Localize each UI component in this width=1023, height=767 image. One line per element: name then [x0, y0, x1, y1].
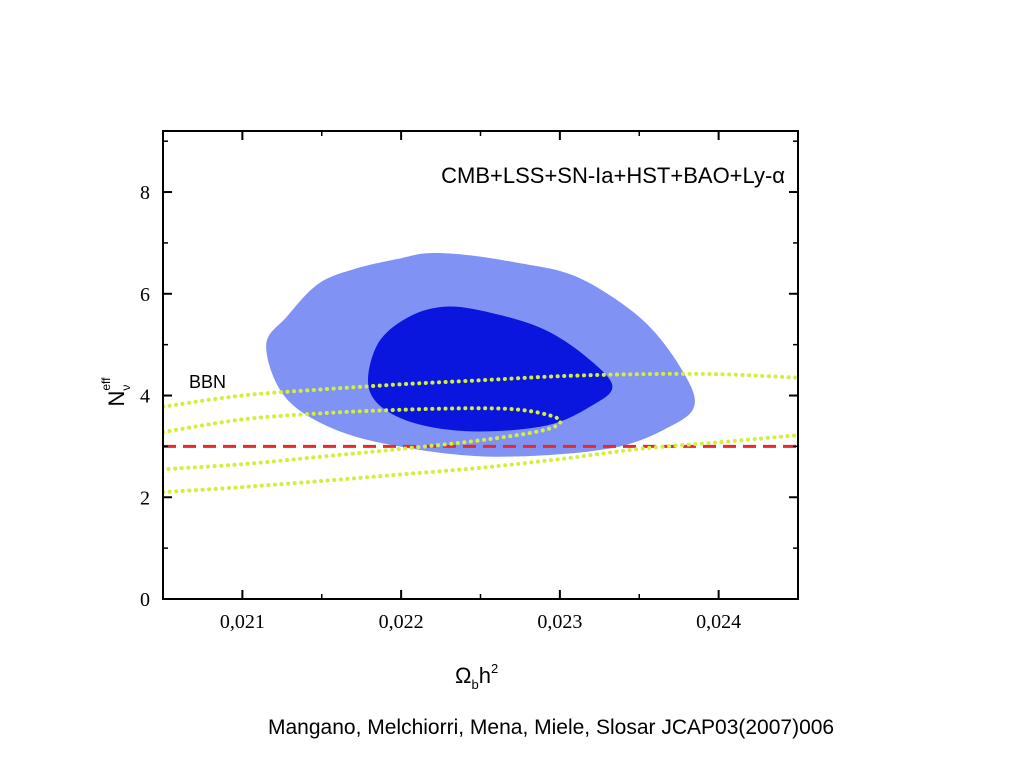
bbn-curves	[163, 371, 798, 495]
x-tick-label: 0,024	[696, 611, 741, 633]
citation-text: Mangano, Melchiorri, Mena, Miele, Slosar…	[268, 716, 835, 739]
x-axis-label: Ωbh2	[455, 661, 498, 692]
bbn-curve-3	[163, 433, 798, 495]
confidence-contours	[266, 253, 695, 457]
y-axis-label: Nνeff	[99, 377, 133, 407]
x-tick-label: 0,021	[220, 611, 265, 633]
svg-text:Ωbh2: Ωbh2	[455, 661, 498, 692]
bbn-curve-1	[163, 371, 798, 409]
y-tick-label: 6	[140, 284, 150, 306]
svg-text:Nνeff: Nνeff	[99, 377, 133, 407]
axis-ticks	[163, 131, 798, 600]
plot-area	[163, 253, 798, 495]
bbn-label: BBN	[189, 372, 226, 392]
tick-labels: 0,021 0,022 0,023 0,024 0 2 4 6 8	[140, 182, 741, 633]
x-tick-label: 0,022	[379, 611, 424, 633]
chart-annotation: CMB+LSS+SN-Ia+HST+BAO+Ly-α	[441, 163, 785, 188]
bbn-curve-2	[163, 406, 563, 472]
y-tick-label: 4	[140, 386, 150, 408]
y-tick-label: 8	[140, 182, 150, 204]
y-tick-label: 0	[140, 589, 150, 611]
x-tick-label: 0,023	[537, 611, 582, 633]
inner-contour	[368, 306, 613, 432]
y-tick-label: 2	[140, 487, 150, 509]
